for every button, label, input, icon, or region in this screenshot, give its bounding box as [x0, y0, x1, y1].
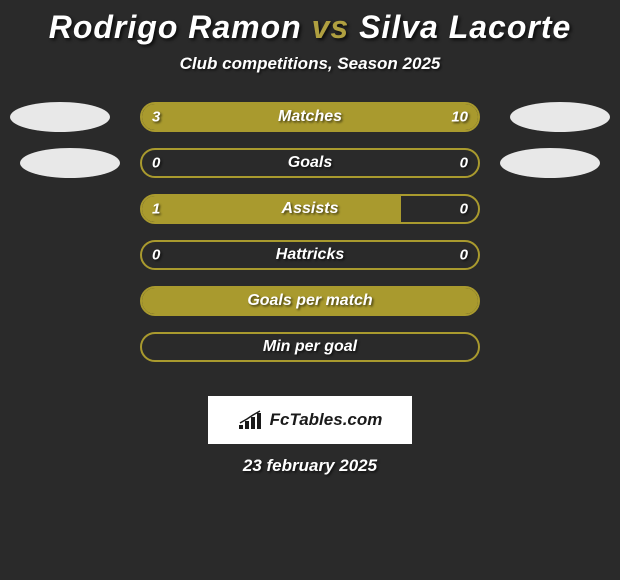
stat-left-value: 3	[152, 109, 160, 126]
stat-label: Assists	[282, 200, 339, 218]
stat-row: Assists 1 0	[0, 194, 620, 224]
stat-label: Goals per match	[247, 292, 372, 310]
stat-label: Goals	[288, 154, 332, 172]
stat-bar-track: Goals per match	[140, 286, 480, 316]
stat-bar-left-fill	[142, 196, 401, 222]
stat-left-value: 0	[152, 155, 160, 172]
stat-bar-track: Hattricks 0 0	[140, 240, 480, 270]
stat-bar-right-fill	[219, 104, 478, 130]
stat-left-value: 0	[152, 247, 160, 264]
stat-bar-track: Min per goal	[140, 332, 480, 362]
fctables-logo-icon	[238, 410, 266, 430]
page-title: Rodrigo Ramon vs Silva Lacorte	[0, 8, 620, 46]
stat-row: Goals per match	[0, 286, 620, 316]
stat-right-value: 0	[460, 247, 468, 264]
player1-name: Rodrigo Ramon	[49, 9, 302, 45]
stat-row: Min per goal	[0, 332, 620, 362]
stat-label: Min per goal	[263, 338, 357, 356]
stat-label: Matches	[278, 108, 342, 126]
stat-right-value: 0	[460, 201, 468, 218]
vs-label: vs	[312, 9, 350, 45]
stat-row: Hattricks 0 0	[0, 240, 620, 270]
stat-right-value: 0	[460, 155, 468, 172]
stat-bar-track: Matches 3 10	[140, 102, 480, 132]
stat-bar-track: Goals 0 0	[140, 148, 480, 178]
stat-right-value: 10	[451, 109, 468, 126]
stats-area: Matches310Goals00Assists10Hattricks00Goa…	[0, 102, 620, 362]
source-badge: FcTables.com	[208, 396, 412, 444]
stat-row: Goals 0 0	[0, 148, 620, 178]
source-badge-text: FcTables.com	[270, 410, 383, 430]
date-label: 23 february 2025	[0, 456, 620, 476]
stat-left-value: 1	[152, 201, 160, 218]
stat-row: Matches 3 10	[0, 102, 620, 132]
player2-name: Silva Lacorte	[359, 9, 571, 45]
subtitle: Club competitions, Season 2025	[0, 54, 620, 74]
comparison-card: Rodrigo Ramon vs Silva Lacorte Club comp…	[0, 0, 620, 580]
stat-bar-track: Assists 1 0	[140, 194, 480, 224]
stat-label: Hattricks	[276, 246, 344, 264]
